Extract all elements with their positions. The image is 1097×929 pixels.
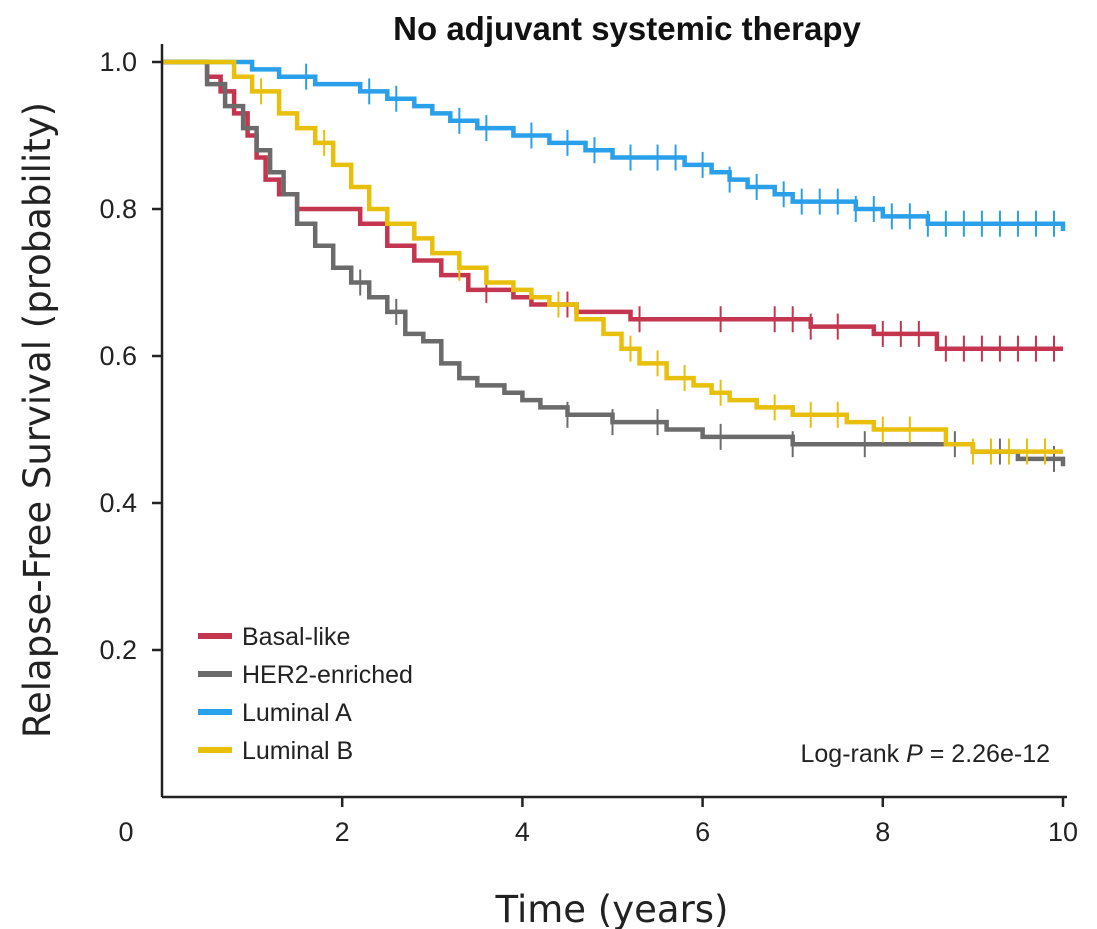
x-tick-label: 10 <box>1048 817 1078 847</box>
series-luminal-a <box>162 59 1066 237</box>
plot-area <box>162 59 1066 472</box>
y-axis-ticks: 0.2 0.4 0.6 0.8 1.0 <box>99 47 162 665</box>
legend-label: HER2-enriched <box>242 661 413 689</box>
x-tick-label: 6 <box>695 817 710 847</box>
y-tick-label: 0.4 <box>99 488 137 518</box>
y-tick-label: 0.2 <box>99 635 137 665</box>
y-axis-label: Relapse-Free Survival (probability) <box>16 102 59 738</box>
y-tick-label: 0.6 <box>99 341 137 371</box>
logrank-prefix: Log-rank <box>801 740 907 768</box>
x-axis-label: Time (years) <box>494 888 728 929</box>
legend-label: Basal-like <box>242 623 350 651</box>
legend: Basal-like HER2-enriched Luminal A Luminal … <box>198 623 413 765</box>
x-tick-label: 2 <box>335 817 350 847</box>
legend-label: Luminal B <box>242 737 353 765</box>
logrank-p-symbol: P <box>906 740 923 768</box>
x-axis-ticks: 0 2 4 6 8 10 <box>118 797 1078 847</box>
x-tick-label: 8 <box>875 817 890 847</box>
logrank-annotation: Log-rank P = 2.26e-12 <box>801 740 1051 768</box>
y-tick-label: 1.0 <box>99 47 137 77</box>
survival-curve-luminal-b <box>162 59 1063 454</box>
chart-title: No adjuvant systemic therapy <box>393 10 861 47</box>
x-tick-label: 0 <box>118 817 133 847</box>
series-basal-like <box>162 59 1063 362</box>
series-luminal-b <box>162 59 1063 465</box>
x-tick-label: 4 <box>515 817 530 847</box>
survival-curve-her2-enriched <box>162 59 1066 467</box>
logrank-suffix: = 2.26e-12 <box>923 740 1050 768</box>
legend-label: Luminal A <box>242 699 352 727</box>
survival-curve-luminal-a <box>162 59 1066 231</box>
y-tick-label: 0.8 <box>99 194 137 224</box>
